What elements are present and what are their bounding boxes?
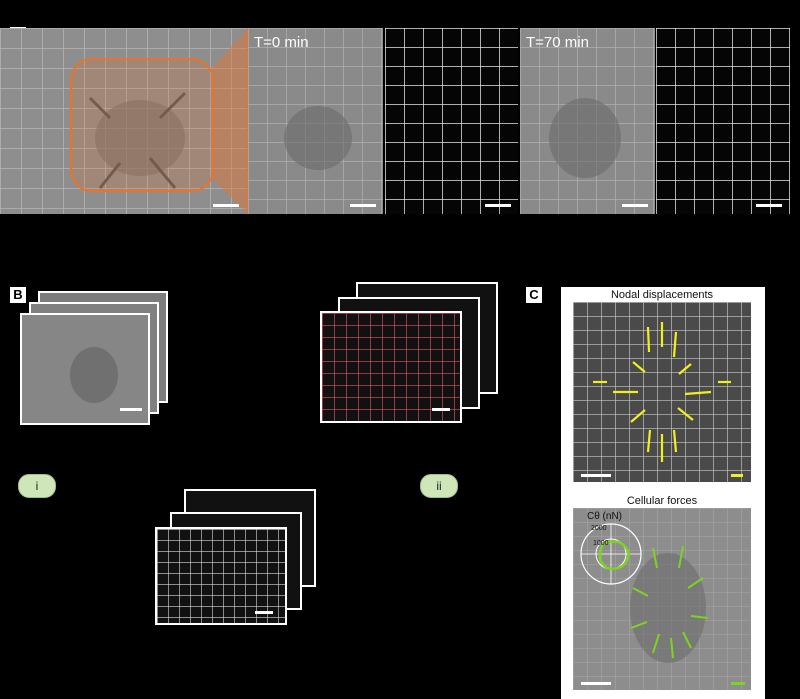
polar-tick-outer: 2000 xyxy=(591,525,607,532)
white-grid-stack-front xyxy=(155,527,287,625)
t0-label: T=0 min xyxy=(254,34,309,51)
t70-grid-image xyxy=(656,28,790,214)
displacement-scale-arrow xyxy=(731,474,743,477)
zoom-connector xyxy=(212,28,249,214)
scale-bar xyxy=(432,408,450,411)
scale-bar xyxy=(485,204,511,207)
cellular-forces-title: Cellular forces xyxy=(626,495,698,507)
t0-grid-image xyxy=(385,28,518,214)
force-arrows xyxy=(630,545,709,659)
polar-axis-label: Cθ (nN) xyxy=(587,511,623,522)
scale-bar xyxy=(350,204,376,207)
t0-phase-image: T=0 min xyxy=(248,28,383,214)
scale-bar xyxy=(255,611,273,614)
orange-zoom-box xyxy=(70,58,214,192)
scale-bar xyxy=(581,474,611,477)
red-grid-stack-front xyxy=(320,311,462,423)
nodal-displacements-image xyxy=(573,302,751,482)
t70-label: T=70 min xyxy=(526,34,589,51)
nodal-displacements-title: Nodal displacements xyxy=(610,289,714,301)
scale-bar xyxy=(756,204,782,207)
scale-bar xyxy=(120,408,142,411)
polar-tick-inner: 1000 xyxy=(593,540,609,547)
scale-bar xyxy=(581,682,611,685)
step-ii-badge: ii xyxy=(420,474,458,498)
t70-phase-image: T=70 min xyxy=(520,28,655,214)
panel-label-c: C xyxy=(526,287,542,303)
panel-label-b: B xyxy=(10,287,26,303)
scale-bar xyxy=(622,204,648,207)
phase-stack-front xyxy=(20,313,150,425)
displacement-arrows xyxy=(593,322,731,462)
panel-a-overview-image xyxy=(0,28,248,214)
force-scale-arrow xyxy=(731,682,745,685)
scale-bar xyxy=(213,204,239,207)
cellular-forces-image: Cθ (nN) 2000 1000 xyxy=(573,508,751,690)
step-i-badge: i xyxy=(18,474,56,498)
